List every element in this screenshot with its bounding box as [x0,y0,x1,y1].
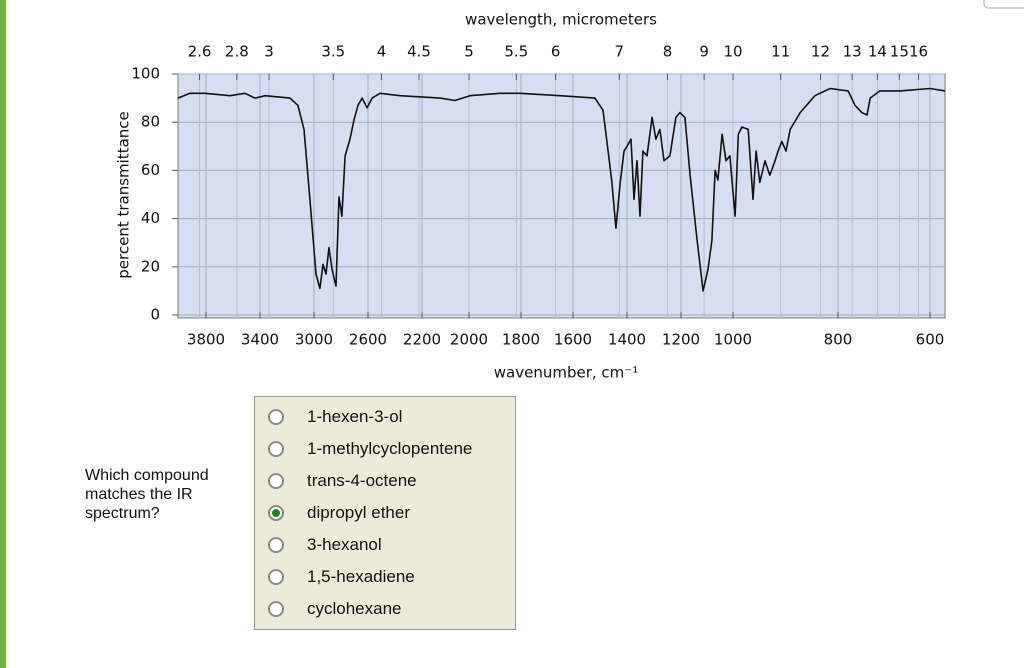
radio-selected [272,509,280,517]
x2-tick-label: 3.5 [321,43,345,61]
x2-tick-label: 4.5 [407,43,431,61]
radio-button[interactable] [268,601,284,617]
x2-tick-label: 13 [843,43,862,61]
radio-button[interactable] [268,537,284,553]
y-label: percent transmittance [115,111,133,279]
y-tick-label: 20 [141,257,160,275]
x-tick-label: 3800 [187,331,225,349]
spectrum-line [177,87,946,292]
options: 1-hexen-3-ol 1-methylcyclopentene trans-4-… [254,396,516,630]
x2-tick-label: 9 [699,43,709,61]
x-tick-label: 2200 [403,331,441,349]
x2-tick-label: 3 [264,43,274,61]
option-label[interactable]: 3-hexanol [307,535,382,554]
option-label[interactable]: cyclohexane [307,599,402,618]
x2-tick-label: 2.6 [188,43,212,61]
option[interactable]: 1-hexen-3-ol [255,401,515,433]
x2-tick-label: 12 [811,43,830,61]
x2-tick-label: 5 [464,43,474,61]
plot-area [177,73,946,319]
x2-tick-label: 6 [551,43,561,61]
radio-button[interactable] [268,569,284,585]
x-label: wavenumber, cm⁻¹ [494,364,638,382]
x-tick-label: 1200 [662,331,700,349]
option-label[interactable]: 1-hexen-3-ol [307,407,403,426]
x-tick-label: 2000 [450,331,488,349]
x-tick-label: 1800 [502,331,540,349]
x-tick-label: 3000 [295,331,333,349]
question: Which compound matches the IR spectrum? [85,467,209,522]
option-label[interactable]: 1,5-hexadiene [307,567,415,586]
x2-tick-label: 7 [615,43,625,61]
x2-tick-label: 5.5 [504,43,528,61]
y-tick-label: 60 [141,161,160,179]
option-label[interactable]: dipropyl ether [307,503,411,522]
corner-button[interactable] [983,0,1024,9]
x2-tick-label: 4 [377,43,387,61]
option[interactable]: 1,5-hexadiene [255,561,515,593]
x-tick-label: 1400 [608,331,646,349]
x2-tick-label: 15 [890,43,909,61]
radio-button[interactable] [268,409,284,425]
option[interactable]: 3-hexanol [255,529,515,561]
grid [178,73,945,318]
x2-tick-label: 14 [868,43,887,61]
option-label[interactable]: 1-methylcyclopentene [307,439,473,458]
option[interactable]: dipropyl ether [255,497,515,529]
radio-button[interactable] [268,473,284,489]
y-tick-label: 100 [131,65,160,83]
option[interactable]: cyclohexane [255,593,515,625]
y-tick-label: 0 [150,306,160,324]
x2-tick-label: 2.8 [225,43,249,61]
y-tick-label: 40 [141,209,160,227]
x-tick-label: 800 [824,331,853,349]
x-tick-label: 2600 [349,331,387,349]
option-label[interactable]: trans-4-octene [307,471,417,490]
x-tick-label: 1000 [714,331,752,349]
option[interactable]: 1-methylcyclopentene [255,433,515,465]
option[interactable]: trans-4-octene [255,465,515,497]
x2-tick-label: 16 [909,43,928,61]
x2-tick-label: 10 [723,43,742,61]
x-tick-label: 1600 [554,331,592,349]
side-strip [0,0,6,668]
x-tick-label: 3400 [241,331,279,349]
radio-button[interactable] [268,441,284,457]
x-label-top: wavelength, micrometers [465,11,657,29]
x2-tick-label: 11 [771,43,790,61]
y-tick-label: 80 [141,113,160,131]
x-tick-label: 600 [916,331,945,349]
x2-tick-label: 8 [663,43,673,61]
radio-button[interactable] [268,505,284,521]
